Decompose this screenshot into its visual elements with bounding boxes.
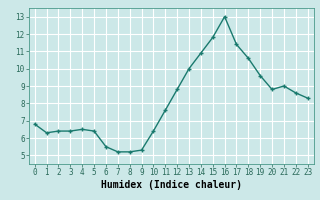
- X-axis label: Humidex (Indice chaleur): Humidex (Indice chaleur): [101, 180, 242, 190]
